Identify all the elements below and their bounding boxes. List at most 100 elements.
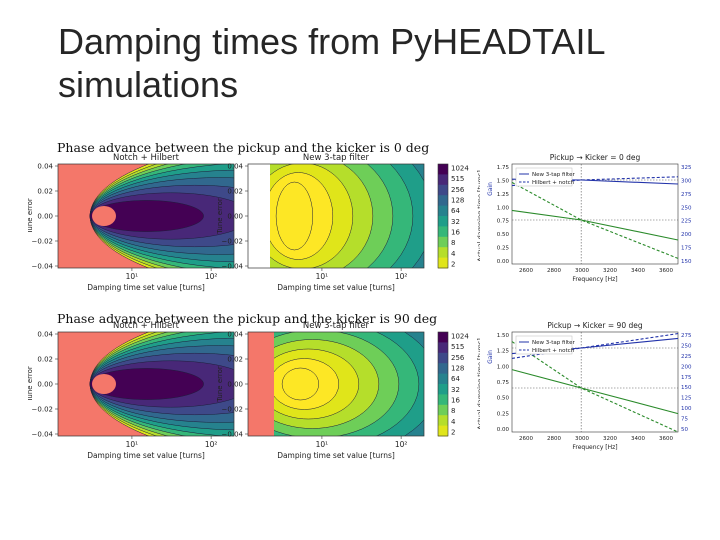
legend: New 3-tap filter Hilbert + notch xyxy=(515,167,576,187)
contour-band xyxy=(281,367,320,401)
legend: New 3-tap filter Hilbert + notch xyxy=(515,335,576,355)
heatmap-title: New 3-tap filter xyxy=(303,321,370,331)
colorbar-swatch xyxy=(438,226,448,238)
colorbar-swatch xyxy=(438,394,448,406)
colorbar-tick-label: 1024 xyxy=(451,333,469,341)
colorbar-tick-label: 515 xyxy=(451,175,464,183)
x-tick-label: 3400 xyxy=(631,268,645,274)
series-line-2 xyxy=(511,209,679,241)
line-plot: Pickup → Kicker = 0 deg New 3-tap filter H… xyxy=(487,153,692,283)
y-tick-label: −0.02 xyxy=(32,238,53,246)
x-tick-label: 3000 xyxy=(575,436,589,442)
colorbar-swatch xyxy=(438,195,448,207)
colorbar-tick-label: 16 xyxy=(451,397,460,405)
y-tick-label: 0.25 xyxy=(497,246,510,252)
colorbar-swatch xyxy=(438,184,448,196)
y2-tick-label: 275 xyxy=(681,333,692,339)
y-tick-label: −0.02 xyxy=(222,238,243,246)
heatmap-panel-0: Notch + Hilbert 0.04 0.02 0.00 −0.02 −0.04 10¹… xyxy=(28,153,235,292)
y2-tick-label: 250 xyxy=(681,205,692,211)
y-axis-label: Tune error xyxy=(28,366,34,403)
heatmap-contours xyxy=(248,332,424,436)
colorbar-frame xyxy=(437,163,449,269)
colorbar-swatch xyxy=(438,174,448,186)
y-tick-label: 0.00 xyxy=(227,381,243,389)
y-tick-label: 1.00 xyxy=(497,364,510,370)
heatmap-title: Notch + Hilbert xyxy=(113,321,180,331)
colorbar-tick-label: 128 xyxy=(451,197,464,205)
colorbar: 1024 515 256 128 64 32 16 8 4 2 Actual damping tim… xyxy=(437,331,480,437)
y2-tick-label: 325 xyxy=(681,165,692,171)
x-tick-label: 2800 xyxy=(547,268,561,274)
y2-tick-label: 150 xyxy=(681,385,692,391)
x-tick-label: 10¹ xyxy=(126,440,139,449)
y-tick-label: 0.50 xyxy=(497,396,510,402)
colorbar-tick-label: 2 xyxy=(451,429,455,437)
x-tick-label: 10² xyxy=(395,440,408,449)
y-tick-label: 1.50 xyxy=(497,178,510,184)
gain-phase-figure-0deg: Pickup → Kicker = 0 deg New 3-tap filter H… xyxy=(487,153,692,283)
series-line-3 xyxy=(511,341,679,433)
colorbar-label: Actual damping time [turns] xyxy=(476,338,480,430)
y-tick-label: 1.50 xyxy=(497,333,510,339)
y2-tick-label: 175 xyxy=(681,375,692,381)
y2-tick-label: 300 xyxy=(681,178,692,184)
x-axis-label: Frequency [Hz] xyxy=(572,276,617,283)
slide-title: Damping times from PyHEADTAIL simulation… xyxy=(58,21,605,105)
legend-label: Hilbert + notch xyxy=(532,348,575,354)
y2-tick-label: 100 xyxy=(681,406,692,412)
y-axis-label: Gain xyxy=(487,350,494,364)
colorbar-swatch xyxy=(438,236,448,248)
y-tick-label: 0.00 xyxy=(497,259,510,265)
y-axis-label: Tune error xyxy=(216,198,224,235)
colorbar-swatch xyxy=(438,363,448,375)
line-plot-title: Pickup → Kicker = 0 deg xyxy=(550,153,641,162)
x-tick-label: 10² xyxy=(205,272,218,281)
y-tick-label: −0.04 xyxy=(32,263,54,271)
heatmap-contours xyxy=(248,164,424,268)
heatmap-panel-1: New 3-tap filter 0.04 0.02 0.00 −0.02 −0.04 10… xyxy=(216,153,425,292)
y2-tick-label: 200 xyxy=(681,232,692,238)
y-tick-label: 0.02 xyxy=(37,188,53,196)
x-tick-label: 10² xyxy=(205,440,218,449)
x-tick-label: 3200 xyxy=(603,268,617,274)
y-tick-label: 1.25 xyxy=(497,192,510,198)
x-tick-label: 3200 xyxy=(603,436,617,442)
y2-tick-label: 50 xyxy=(681,427,688,433)
colorbar-tick-label: 8 xyxy=(451,407,455,415)
colorbar-swatch xyxy=(438,373,448,385)
colorbar-swatch xyxy=(438,342,448,354)
colorbar-tick-label: 16 xyxy=(451,229,460,237)
heatmap-figure-90deg: Notch + Hilbert 0.04 0.02 0.00 −0.02 −0.04 10¹… xyxy=(28,321,480,460)
legend-box xyxy=(515,167,573,187)
contour-band xyxy=(89,368,204,400)
left-strip xyxy=(248,332,274,436)
colorbar-swatch xyxy=(438,332,448,343)
colorbar-tick-label: 32 xyxy=(451,386,460,394)
colorbar-swatch xyxy=(438,404,448,416)
colorbar-swatch xyxy=(438,384,448,395)
x-axis-label: Damping time set value [turns] xyxy=(277,451,395,460)
y-tick-label: 0.00 xyxy=(37,213,53,221)
legend-label: Hilbert + notch xyxy=(532,180,575,186)
y-axis-label: Tune error xyxy=(216,366,224,403)
y-tick-label: 1.75 xyxy=(497,165,510,171)
heatmap-panel-1: New 3-tap filter 0.04 0.02 0.00 −0.02 −0.04 10… xyxy=(216,321,425,460)
heatmap-panel-0: Notch + Hilbert 0.04 0.02 0.00 −0.02 −0.04 10¹… xyxy=(28,321,235,460)
x-tick-label: 3400 xyxy=(631,436,645,442)
contour-band xyxy=(89,200,204,232)
x-axis-label: Damping time set value [turns] xyxy=(87,451,205,460)
colorbar-tick-label: 128 xyxy=(451,365,464,373)
y-tick-label: −0.04 xyxy=(222,431,244,439)
series-line-3 xyxy=(511,181,679,259)
y2-tick-label: 250 xyxy=(681,343,692,349)
colorbar-swatch xyxy=(438,247,448,259)
legend-box xyxy=(515,335,573,355)
y-tick-label: 1.25 xyxy=(497,349,510,355)
heatmap-figure-0deg: Notch + Hilbert 0.04 0.02 0.00 −0.02 −0.04 10¹… xyxy=(28,153,480,292)
y-tick-label: 0.04 xyxy=(37,163,53,171)
heatmap-contours xyxy=(58,332,234,436)
legend-label: New 3-tap filter xyxy=(532,340,576,346)
x-tick-label: 10¹ xyxy=(316,272,329,281)
y2-tick-label: 150 xyxy=(681,259,692,265)
